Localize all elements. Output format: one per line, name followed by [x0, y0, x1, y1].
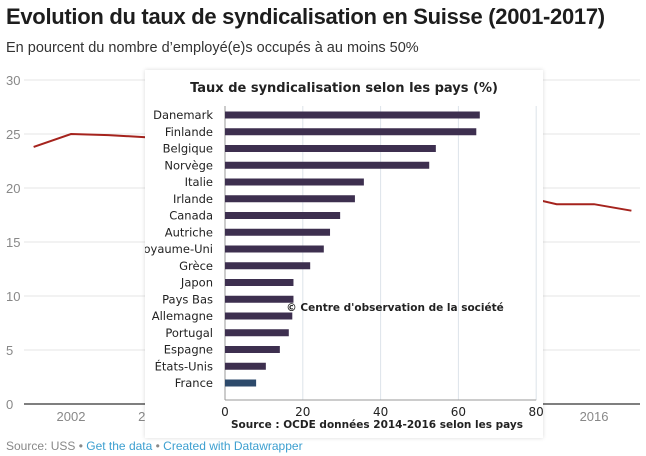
x-tick-label: 60 — [451, 405, 466, 419]
category-label: Norvège — [164, 158, 213, 172]
x-tick-label: 2016 — [580, 409, 609, 424]
category-label: Canada — [169, 209, 213, 223]
category-label: Finlande — [165, 125, 213, 139]
y-tick-label: 20 — [6, 181, 20, 196]
separator: • — [75, 439, 87, 453]
bar — [225, 329, 289, 337]
category-label: Grèce — [179, 259, 213, 273]
y-tick-label: 5 — [6, 343, 13, 358]
bar-chart: Taux de syndicalisation selon les pays (… — [145, 81, 543, 431]
x-tick-label: 80 — [529, 405, 543, 419]
category-label: Espagne — [164, 343, 213, 357]
x-tick-label: 20 — [295, 405, 310, 419]
bar-chart-title: Taux de syndicalisation selon les pays (… — [190, 81, 498, 96]
y-tick-label: 15 — [6, 235, 20, 250]
bar-chart-source: Source : OCDE données 2014-2016 selon le… — [231, 419, 523, 431]
category-label: France — [175, 376, 213, 390]
bar — [225, 262, 311, 270]
category-label: Italie — [185, 175, 213, 189]
bar — [225, 312, 293, 320]
bar — [225, 178, 364, 186]
bar — [225, 362, 266, 370]
source-text: Source: USS — [6, 439, 76, 453]
datawrapper-link[interactable]: Created with Datawrapper — [163, 439, 303, 453]
category-label: États-Unis — [155, 358, 213, 373]
category-label: Danemark — [153, 108, 213, 122]
bar — [225, 245, 324, 253]
category-label: Autriche — [165, 225, 213, 239]
footer: Source: USS • Get the data • Created wit… — [6, 439, 303, 453]
get-data-link[interactable]: Get the data — [86, 439, 153, 453]
x-tick-label: 0 — [221, 405, 229, 419]
category-label: Irlande — [173, 192, 213, 206]
x-tick-label: 40 — [373, 405, 388, 419]
bar — [225, 195, 355, 203]
bar — [225, 228, 331, 236]
category-label: Belgique — [163, 142, 213, 156]
y-tick-label: 25 — [6, 127, 20, 142]
category-label: Royaume-Uni — [145, 242, 213, 256]
bar — [225, 379, 257, 387]
y-tick-label: 0 — [6, 397, 13, 412]
bar — [225, 346, 280, 353]
separator: • — [152, 439, 164, 453]
y-tick-label: 30 — [6, 73, 20, 88]
bar — [225, 279, 294, 286]
category-label: Portugal — [165, 326, 213, 340]
x-tick-label: 2002 — [57, 409, 86, 424]
bar — [225, 128, 477, 136]
annotation: © Centre d'observation de la société — [286, 302, 504, 314]
y-tick-label: 10 — [6, 289, 20, 304]
category-label: Allemagne — [152, 309, 213, 323]
series-line — [33, 132, 146, 148]
bar — [225, 161, 430, 169]
category-label: Pays Bas — [162, 292, 213, 306]
bar — [225, 145, 436, 152]
x-tick-label: 2 — [138, 409, 145, 424]
chart-title: Evolution du taux de syndicalisation en … — [6, 4, 605, 29]
bar — [225, 295, 294, 303]
overlay-bar-chart-image: Taux de syndicalisation selon les pays (… — [145, 70, 543, 438]
bar — [225, 111, 480, 119]
category-label: Japon — [180, 276, 213, 290]
bar — [225, 212, 341, 219]
chart-subtitle: En pourcent du nombre d’employé(e)s occu… — [6, 40, 419, 56]
